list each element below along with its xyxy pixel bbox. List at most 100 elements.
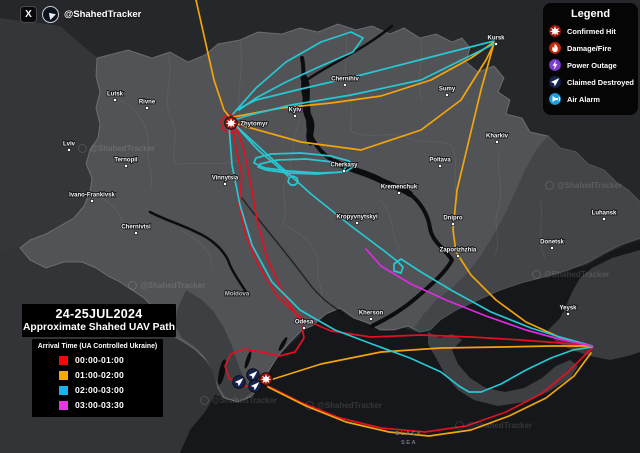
city-label: Sumy [439, 87, 456, 93]
city-label: Chernihiv [331, 77, 359, 83]
city-label: Ternopil [114, 158, 138, 164]
svg-text:SEA: SEA [401, 440, 417, 446]
damage-fire-icon [548, 41, 562, 55]
city-label: Moldova [225, 292, 250, 298]
legend-item-label: Damage/Fire [567, 43, 612, 53]
uav-route-red [230, 118, 593, 347]
map-title: Approximate Shahed UAV Path [23, 322, 175, 333]
city-dot [397, 191, 401, 195]
uav-route-orange [267, 352, 592, 437]
city-dot [445, 93, 449, 97]
city-label: Kremenchuk [381, 185, 418, 191]
uav-route-red [265, 346, 594, 433]
claimed-destroyed-icon [548, 75, 562, 89]
city-dot [134, 231, 138, 235]
time-key-row: 00:00-01:00 [59, 355, 163, 365]
time-swatch [59, 385, 68, 395]
uav-route-orange [452, 42, 593, 347]
uav-route-orange [266, 345, 592, 382]
city-label: Kursk [487, 36, 505, 42]
city-dot [293, 114, 297, 118]
map-date: 24-25JUL2024 [55, 307, 143, 321]
uav-route-cyan [257, 158, 347, 175]
x-logo-icon: X [20, 6, 37, 23]
city-label: Donetsk [540, 240, 564, 246]
time-swatch [59, 355, 68, 365]
legend-item-label: Air Alarm [567, 94, 600, 104]
legend-item-power-outage: Power Outage [548, 58, 633, 72]
city-label: Yeysk [559, 306, 577, 312]
city-dot [67, 148, 71, 152]
uav-route-cyan [233, 123, 593, 347]
city-label: Cherkasy [330, 163, 358, 169]
city-label: Kropyvnytskyi [336, 215, 378, 221]
arrival-time-subtitle: Arrival Time (UA Controlled Ukraine) [37, 343, 158, 350]
time-range-label: 03:00-03:30 [75, 400, 125, 410]
city-dot [343, 83, 347, 87]
time-key-row: 02:00-03:00 [59, 385, 163, 395]
city-dot [438, 164, 442, 168]
claimed-destroyed-marker [246, 368, 260, 382]
city-dot [456, 254, 460, 258]
city-labels: Kyiv Chernihiv Sumy Kursk Kharkiv Poltava Krem… [62, 35, 618, 330]
legend-item-confirmed-hit: Confirmed Hit [548, 24, 633, 38]
time-key-row: 01:00-02:00 [59, 370, 163, 380]
date-title-box: 24-25JUL2024 Approximate Shahed UAV Path [22, 304, 176, 337]
city-dot [451, 222, 455, 226]
legend-item-label: Power Outage [567, 60, 617, 70]
city-label: Zaporizhzhia [440, 248, 477, 254]
uav-route-cyan [228, 125, 593, 393]
city-label: Poltava [429, 158, 451, 164]
city-dot [342, 169, 346, 173]
city-label: Kharkiv [486, 134, 509, 140]
city-dot [566, 312, 570, 316]
legend-panel: Legend Confirmed Hit Damage/Fire Power O… [543, 3, 638, 115]
confirmed-hit-icon [548, 24, 562, 38]
city-label: Odesa [295, 320, 314, 326]
time-key-row: 03:00-03:30 [59, 400, 163, 410]
city-dot [494, 42, 498, 46]
city-label: Kherson [359, 311, 384, 317]
claimed-destroyed-marker [248, 379, 262, 393]
uav-route-orange [195, 0, 232, 120]
city-dot [369, 317, 373, 321]
uav-route-magenta [365, 248, 593, 347]
oblast-borders [89, 29, 546, 301]
time-range-label: 00:00-01:00 [75, 355, 125, 365]
uav-route-orange [232, 43, 495, 151]
account-handle: @ShahedTracker [64, 9, 142, 20]
city-dot [145, 106, 149, 110]
black-sea-label: BLACK SEA [395, 431, 422, 446]
confirmed-hit-marker [259, 372, 273, 386]
brand: X @ShahedTracker [20, 6, 141, 23]
city-dot [124, 164, 128, 168]
confirmed-hit-marker [224, 116, 238, 130]
uav-route-cyan [235, 40, 495, 111]
uav-route-cyan [233, 43, 495, 121]
time-range-label: 02:00-03:00 [75, 385, 125, 395]
svg-text:BLACK: BLACK [395, 431, 422, 437]
legend-item-label: Claimed Destroyed [567, 77, 634, 87]
shahedtracker-avatar [42, 6, 59, 23]
legend-item-damage-fire: Damage/Fire [548, 41, 633, 55]
city-label: Kyiv [289, 108, 302, 114]
uav-route-cyan [253, 152, 354, 174]
legend-title: Legend [570, 8, 611, 20]
legend-item-label: Confirmed Hit [567, 26, 616, 36]
legend-item-air-alarm: Air Alarm [548, 92, 633, 106]
city-label: Rivne [139, 100, 156, 106]
time-range-label: 01:00-02:00 [75, 370, 125, 380]
rivers [148, 24, 455, 385]
city-dot [495, 140, 499, 144]
city-dot [223, 182, 227, 186]
claimed-destroyed-marker [232, 375, 246, 389]
city-label: Chernivtsi [121, 225, 151, 231]
city-dot [602, 217, 606, 221]
uav-route-cyan [232, 31, 364, 115]
time-swatch [59, 370, 68, 380]
city-label: Zhytomyr [240, 122, 268, 128]
time-swatch [59, 400, 68, 410]
city-dot [355, 221, 359, 225]
city-dot [550, 246, 554, 250]
